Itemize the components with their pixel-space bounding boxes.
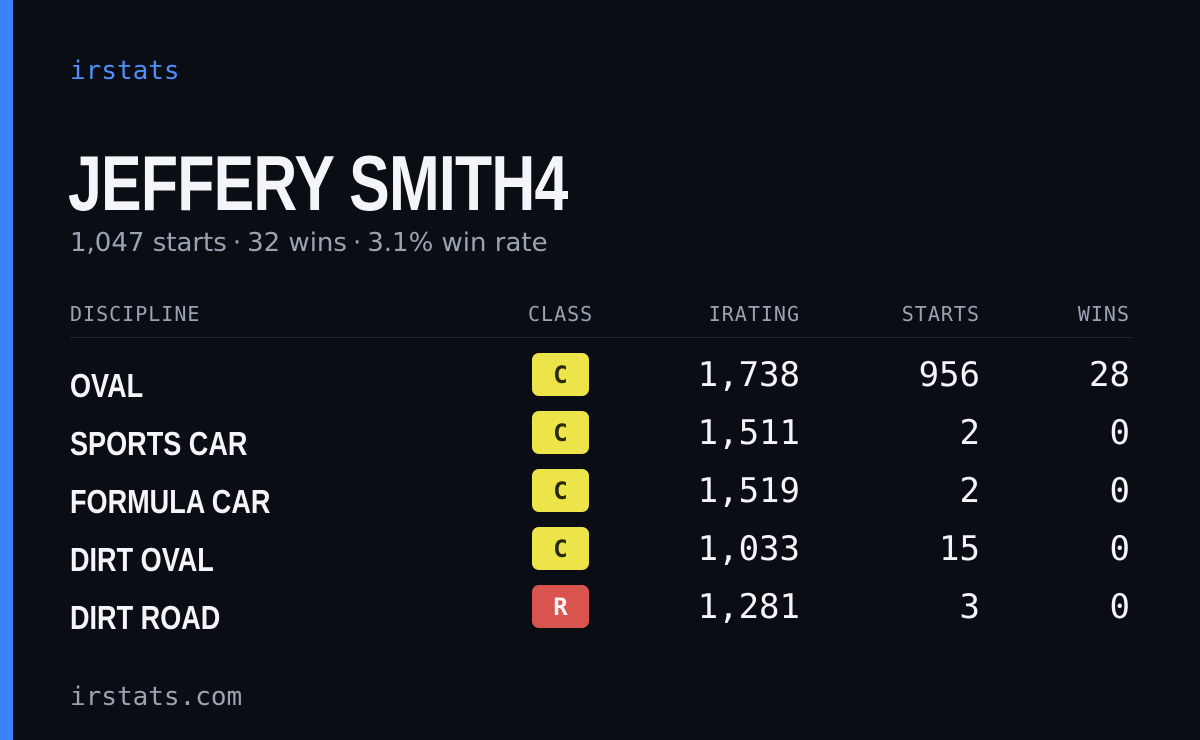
table-row: DIRT OVAL C 1,033 15 0 — [70, 527, 1132, 585]
wins-value: 0 — [1109, 587, 1130, 627]
starts-value: 2 — [959, 413, 980, 453]
header-discipline: DISCIPLINE — [70, 302, 201, 326]
summary-win-rate: 3.1% win rate — [367, 228, 548, 258]
table-row: FORMULA CAR C 1,519 2 0 — [70, 469, 1132, 527]
class-badge: C — [532, 469, 589, 512]
irating-value: 1,511 — [697, 413, 800, 453]
header-class: CLASS — [528, 302, 594, 326]
starts-value: 956 — [918, 355, 980, 395]
footer-url: irstats.com — [70, 682, 243, 712]
table-row: DIRT ROAD R 1,281 3 0 — [70, 585, 1132, 643]
irating-value: 1,738 — [697, 355, 800, 395]
table-row: OVAL C 1,738 956 28 — [70, 353, 1132, 411]
discipline-table: DISCIPLINE CLASS IRATING STARTS WINS OVA… — [70, 298, 1132, 643]
driver-summary: 1,047 starts · 32 wins · 3.1% win rate — [70, 228, 548, 258]
class-badge: C — [532, 527, 589, 570]
irating-value: 1,519 — [697, 471, 800, 511]
discipline-name: DIRT OVAL — [70, 541, 214, 578]
starts-value: 2 — [959, 471, 980, 511]
wins-value: 0 — [1109, 413, 1130, 453]
starts-value: 15 — [939, 529, 980, 569]
irating-value: 1,281 — [697, 587, 800, 627]
wins-value: 0 — [1109, 471, 1130, 511]
starts-value: 3 — [959, 587, 980, 627]
summary-wins: 32 wins — [247, 228, 347, 258]
header-irating: IRATING — [708, 302, 800, 326]
class-badge: R — [532, 585, 589, 628]
accent-bar — [0, 0, 13, 740]
discipline-name: SPORTS CAR — [70, 425, 248, 462]
summary-separator: · — [352, 228, 362, 258]
irating-value: 1,033 — [697, 529, 800, 569]
brand-logo: irstats — [70, 56, 180, 86]
discipline-name: FORMULA CAR — [70, 483, 271, 520]
wins-value: 0 — [1109, 529, 1130, 569]
table-header: DISCIPLINE CLASS IRATING STARTS WINS — [70, 298, 1132, 338]
discipline-name: OVAL — [70, 367, 144, 404]
summary-starts: 1,047 starts — [70, 228, 227, 258]
header-wins: WINS — [1077, 302, 1130, 326]
table-body: OVAL C 1,738 956 28 SPORTS CAR C 1,511 2… — [70, 338, 1132, 643]
wins-value: 28 — [1089, 355, 1130, 395]
header-starts: STARTS — [901, 302, 980, 326]
driver-name: JEFFERY SMITH4 — [68, 139, 568, 227]
summary-separator: · — [232, 228, 242, 258]
class-badge: C — [532, 353, 589, 396]
table-row: SPORTS CAR C 1,511 2 0 — [70, 411, 1132, 469]
discipline-name: DIRT ROAD — [70, 599, 221, 636]
class-badge: C — [532, 411, 589, 454]
